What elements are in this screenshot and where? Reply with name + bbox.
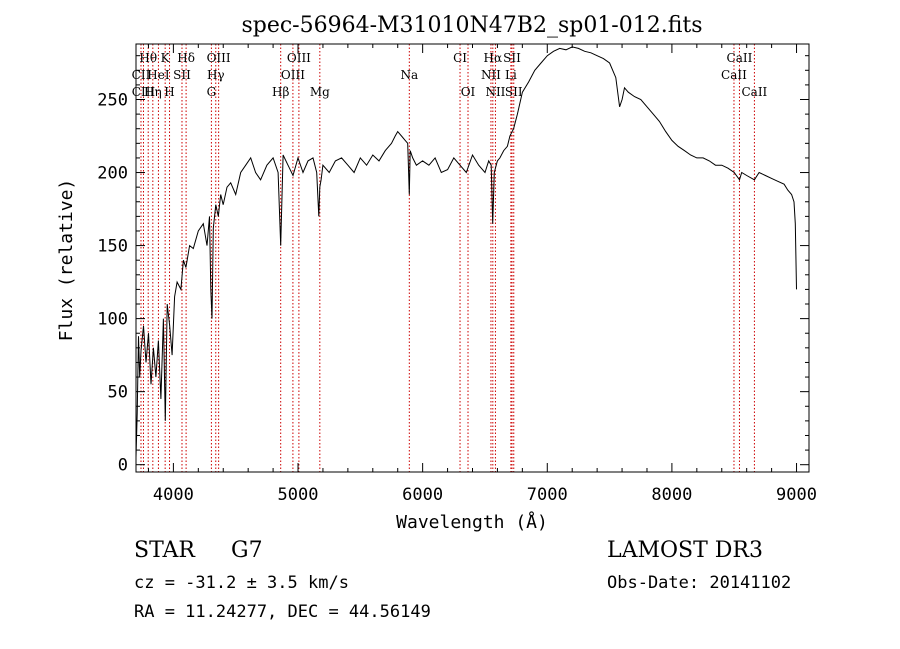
line-label-bottom: OI bbox=[461, 85, 476, 99]
line-label-top: OIII bbox=[207, 51, 231, 65]
object-subclass: G7 bbox=[231, 538, 263, 563]
y-tick-label: 250 bbox=[97, 91, 128, 111]
line-label-mid: CaII bbox=[721, 68, 747, 82]
plot-frame bbox=[135, 43, 810, 473]
line-label-top: Hα bbox=[484, 51, 503, 65]
line-label-mid: SII bbox=[173, 68, 191, 82]
object-class: STAR bbox=[134, 538, 195, 563]
line-label-mid: HeI bbox=[147, 68, 170, 82]
line-label-mid: NII bbox=[481, 68, 501, 82]
line-label-top: Hδ bbox=[177, 51, 195, 65]
line-label-bottom: Hβ bbox=[272, 85, 289, 99]
line-label-bottom: H bbox=[164, 85, 174, 99]
x-axis: 4000 5000 6000 7000 8000 9000 bbox=[147, 44, 817, 505]
line-label-bottom: CaII bbox=[741, 85, 767, 99]
chart-title: spec-56964-M31010N47B2_sp01-012.fits bbox=[241, 13, 702, 38]
line-label-top: OIII bbox=[287, 51, 311, 65]
line-label-bottom: SII bbox=[505, 85, 523, 99]
y-axis: 0 50 100 150 200 250 bbox=[97, 55, 809, 476]
line-label-bottom: CIII bbox=[132, 85, 156, 99]
y-tick-label: 200 bbox=[97, 164, 128, 184]
line-label-top: SII bbox=[503, 51, 521, 65]
obs-date: Obs-Date: 20141102 bbox=[607, 573, 792, 593]
y-tick-label: 100 bbox=[97, 310, 128, 330]
y-tick-label: 50 bbox=[108, 383, 128, 403]
line-markers bbox=[140, 44, 755, 472]
line-label-top: Hθ bbox=[139, 51, 157, 65]
line-label-top: CI bbox=[453, 51, 467, 65]
line-label-top: K bbox=[161, 51, 171, 65]
line-label-mid: Hγ bbox=[207, 68, 225, 82]
line-label-top: CaII bbox=[727, 51, 753, 65]
object-class-row: STAR G7 bbox=[134, 538, 263, 563]
x-tick-label: 8000 bbox=[651, 485, 692, 505]
line-label-bottom: Mg bbox=[310, 85, 330, 99]
line-label-mid: Na bbox=[400, 68, 418, 82]
line-label-mid: Li bbox=[505, 68, 517, 82]
x-axis-label: Wavelength (Å) bbox=[396, 511, 548, 533]
line-label-bottom: Hη bbox=[144, 85, 162, 99]
coordinates-text: RA = 11.24277, DEC = 44.56149 bbox=[134, 602, 431, 622]
redshift-text: cz = -31.2 ± 3.5 km/s bbox=[134, 573, 349, 593]
x-tick-label: 6000 bbox=[402, 485, 443, 505]
x-tick-label: 4000 bbox=[153, 485, 194, 505]
line-label-bottom: NII bbox=[485, 85, 505, 99]
x-tick-label: 9000 bbox=[776, 485, 817, 505]
line-label-mid: OIII bbox=[281, 68, 305, 82]
spectrum-line bbox=[135, 46, 797, 458]
y-tick-label: 150 bbox=[97, 237, 128, 257]
line-label-bottom: G bbox=[207, 85, 217, 99]
y-tick-label: 0 bbox=[118, 456, 128, 476]
x-tick-label: 7000 bbox=[527, 485, 568, 505]
survey-name: LAMOST DR3 bbox=[607, 538, 763, 563]
y-axis-label: Flux (relative) bbox=[56, 179, 77, 342]
x-tick-label: 5000 bbox=[278, 485, 319, 505]
